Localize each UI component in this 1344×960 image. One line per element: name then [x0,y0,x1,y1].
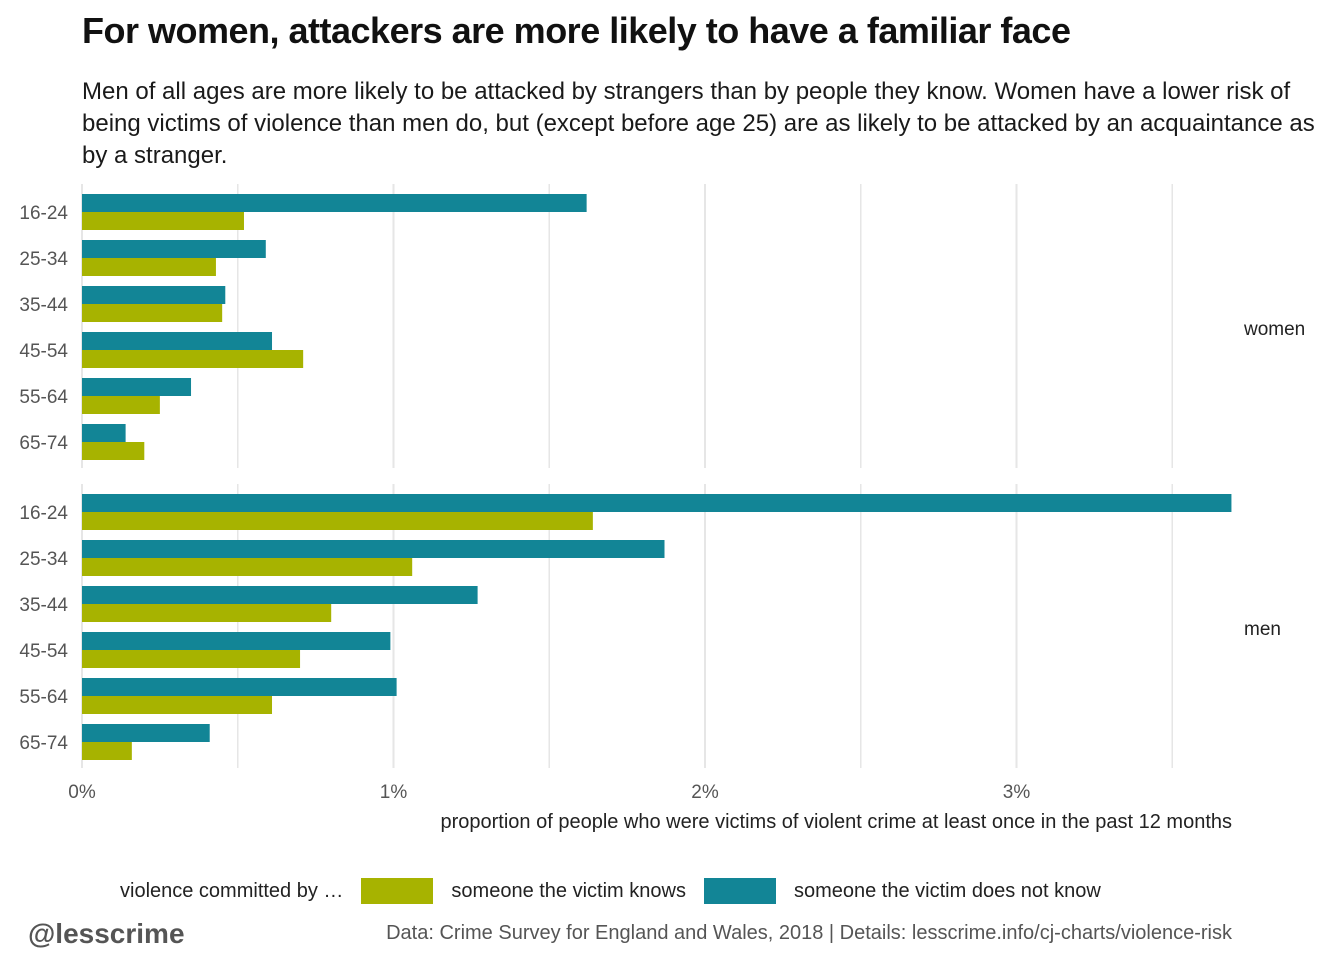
bar-stranger [82,332,273,350]
category-label: 45-54 [19,341,68,362]
x-axis-title: proportion of people who were victims of… [440,811,1232,833]
chart-subtitle: Men of all ages are more likely to be at… [82,78,1315,169]
x-tick-label: 2% [691,782,719,803]
bar-stranger [82,194,587,212]
category-label: 35-44 [19,295,68,316]
source-caption: Data: Crime Survey for England and Wales… [386,922,1232,944]
bar-stranger [82,494,1232,512]
legend: violence committed by … someone the vict… [120,878,1119,904]
x-tick-label: 1% [380,782,408,803]
category-label: 55-64 [19,387,68,408]
bar-stranger [82,632,391,650]
bar-stranger [82,378,192,396]
bar-known [82,442,145,460]
category-label: 55-64 [19,687,68,708]
bar-stranger [82,286,226,304]
bar-known [82,742,132,760]
bar-known [82,212,244,230]
legend-swatch-known [361,878,434,904]
bar-known [82,604,332,622]
author-handle: @lesscrime [28,918,185,949]
category-label: 16-24 [19,203,68,224]
legend-label-known: someone the victim knows [451,879,686,902]
legend-title: violence committed by … [120,879,344,902]
x-tick-label: 3% [1003,782,1031,803]
panel-label: women [1243,319,1305,340]
category-label: 65-74 [19,433,68,454]
legend-label-stranger: someone the victim does not know [793,879,1101,902]
panel-label: men [1244,619,1281,640]
bar-known [82,696,273,714]
category-label: 25-34 [19,549,68,570]
bar-known [82,558,413,576]
bar-stranger [82,586,478,604]
category-label: 16-24 [19,503,68,524]
bar-stranger [82,540,665,558]
legend-swatch-stranger [703,878,776,904]
chart-title: For women, attackers are more likely to … [82,10,1071,51]
bar-known [82,512,593,530]
bar-known [82,396,160,414]
bar-known [82,304,223,322]
bar-stranger [82,678,397,696]
bar-stranger [82,240,266,258]
x-tick-label: 0% [68,782,96,803]
category-label: 35-44 [19,595,68,616]
bar-stranger [82,724,210,742]
category-label: 25-34 [19,249,68,270]
bar-stranger [82,424,126,442]
bar-known [82,350,304,368]
bar-known [82,650,301,668]
category-label: 65-74 [19,733,68,754]
category-label: 45-54 [19,641,68,662]
bar-known [82,258,216,276]
